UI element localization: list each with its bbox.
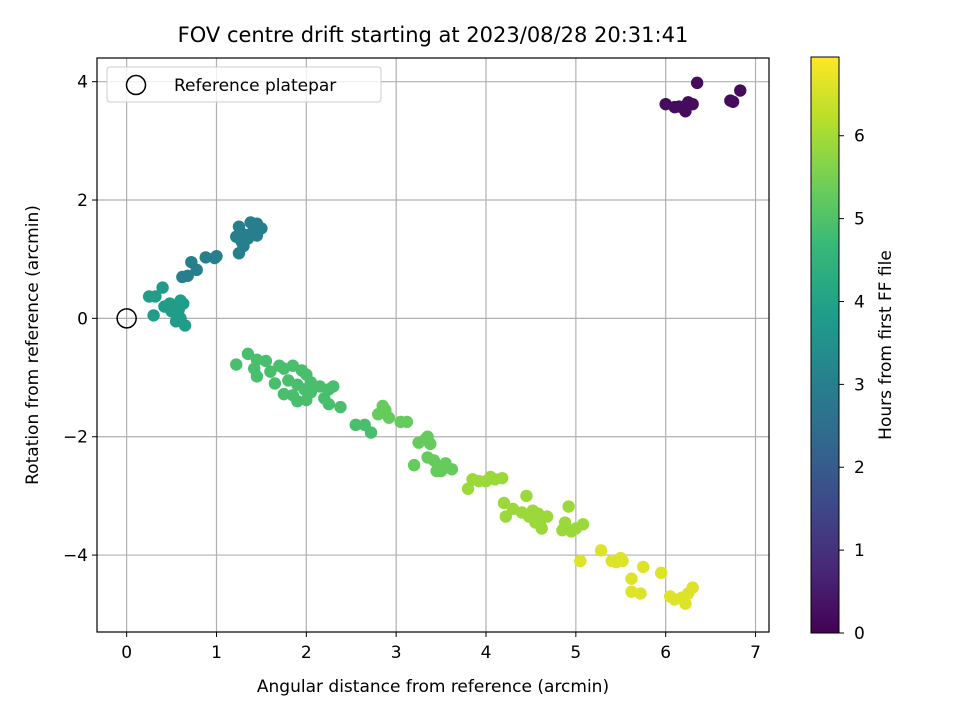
data-point [237, 239, 250, 253]
data-point [364, 426, 378, 439]
data-point [147, 309, 160, 322]
grid [97, 58, 769, 632]
colorbar-tick-label: 1 [854, 541, 865, 561]
y-axis-ticks: −4 −2 0 2 4 [63, 73, 97, 566]
data-point [149, 290, 162, 303]
scatter-points [116, 76, 747, 610]
data-point [250, 370, 264, 383]
data-point [461, 482, 475, 495]
data-point [520, 489, 533, 503]
x-axis-ticks: 0 1 2 3 4 5 6 7 [121, 632, 761, 663]
y-tick-label: −2 [63, 428, 88, 448]
x-tick-label: 5 [570, 643, 581, 663]
data-point [259, 354, 273, 368]
data-point [230, 358, 243, 371]
x-tick-label: 0 [121, 643, 132, 663]
colorbar-tick-label: 6 [854, 127, 865, 147]
data-point [424, 437, 437, 451]
data-point [734, 84, 747, 97]
data-point [637, 560, 650, 574]
data-point [690, 76, 704, 90]
data-point [349, 418, 362, 432]
data-point [679, 597, 692, 610]
legend-reference-marker [125, 74, 147, 96]
data-point [594, 544, 608, 557]
data-point [445, 463, 459, 476]
plot-area-frame [96, 57, 770, 633]
data-point [322, 397, 335, 411]
data-point [210, 250, 223, 263]
data-point [407, 458, 421, 472]
x-tick-label: 3 [391, 643, 402, 663]
data-point [625, 572, 638, 585]
y-axis-label: Rotation from reference (arcmin) [23, 205, 43, 485]
reference-point [116, 308, 137, 329]
data-point [334, 400, 347, 414]
legend-entry-label: Reference platepar [174, 76, 336, 96]
x-tick-label: 7 [750, 643, 761, 663]
data-point [241, 347, 255, 361]
y-tick-label: 2 [77, 191, 88, 211]
data-point [268, 377, 282, 390]
x-tick-label: 1 [211, 643, 222, 663]
x-axis-label: Angular distance from reference (arcmin) [257, 677, 609, 697]
data-point [686, 581, 699, 594]
data-point [174, 312, 187, 325]
colorbar-tick-label: 0 [854, 624, 865, 644]
data-point [250, 229, 264, 242]
data-point [264, 365, 277, 378]
data-point [540, 510, 554, 523]
data-point [382, 411, 396, 424]
colorbar-ticks: 0 1 2 3 4 5 6 [839, 127, 865, 644]
data-point [434, 464, 448, 478]
legend-box [106, 66, 382, 103]
y-tick-label: 0 [77, 309, 88, 329]
data-point [199, 251, 212, 264]
data-point [327, 380, 340, 393]
data-point [574, 554, 587, 568]
data-point [726, 95, 740, 108]
data-point [535, 522, 548, 535]
y-tick-label: −4 [63, 546, 88, 566]
data-point [495, 471, 509, 485]
chart-title: FOV centre drift starting at 2023/08/28 … [178, 23, 689, 47]
data-point [176, 270, 189, 284]
colorbar-tick-label: 2 [854, 458, 865, 478]
legend: Reference platepar [106, 66, 382, 103]
x-tick-label: 6 [660, 643, 671, 663]
data-point [497, 496, 511, 510]
colorbar-tick-label: 5 [854, 210, 865, 230]
data-point [576, 518, 590, 531]
data-point [400, 415, 414, 429]
x-tick-label: 2 [301, 643, 312, 663]
data-point [616, 554, 629, 568]
data-point [686, 97, 699, 111]
data-point [304, 386, 318, 399]
data-point [634, 587, 647, 600]
y-tick-label: 4 [77, 73, 88, 93]
data-point [156, 281, 169, 294]
data-point [190, 263, 203, 277]
data-point [562, 500, 575, 513]
data-point [499, 510, 512, 523]
colorbar-label: Hours from first FF file [876, 250, 896, 440]
colorbar-tick-label: 3 [854, 375, 865, 395]
data-point [654, 566, 668, 580]
colorbar-tick-label: 4 [854, 292, 865, 312]
x-tick-label: 4 [481, 643, 492, 663]
colorbar [810, 56, 840, 634]
